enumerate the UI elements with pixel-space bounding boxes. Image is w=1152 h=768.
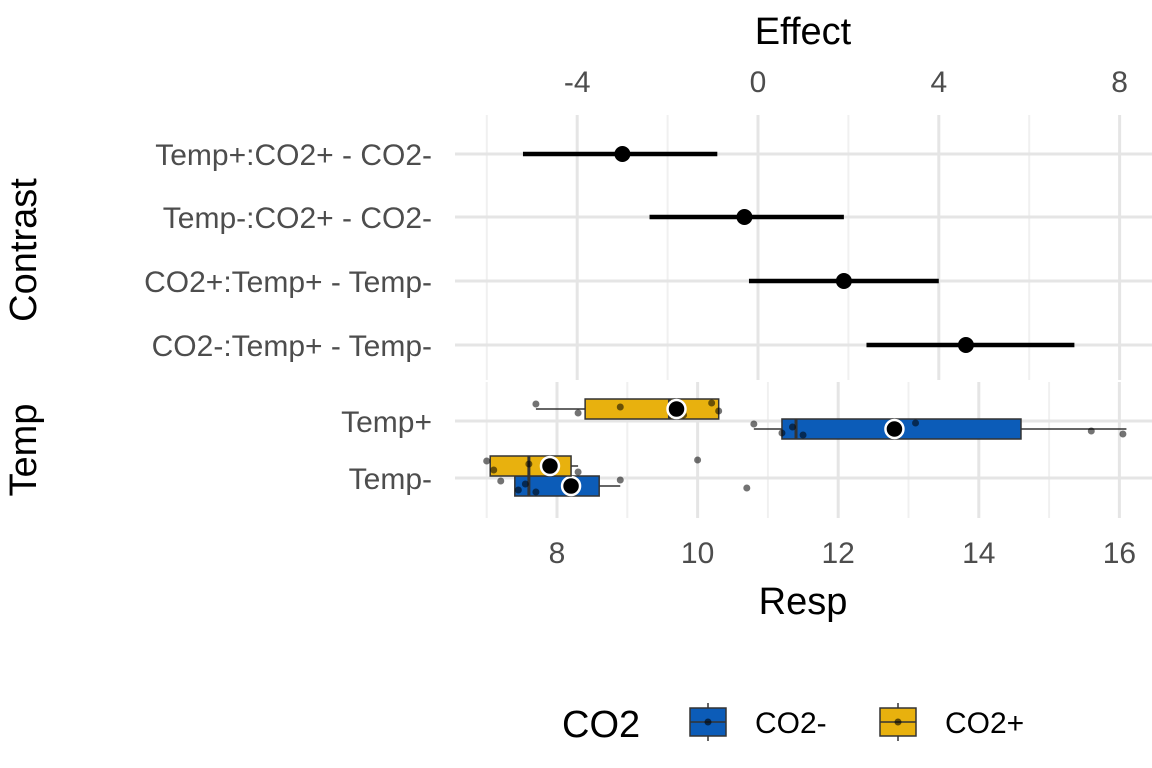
resp-tick-label: 14 xyxy=(962,537,995,570)
mean-point xyxy=(560,475,582,497)
data-point xyxy=(715,407,723,415)
data-point xyxy=(743,484,751,492)
data-point xyxy=(616,403,624,411)
effect-tick-label: 8 xyxy=(1111,66,1128,99)
resp-axis-title: Resp xyxy=(759,581,848,623)
data-point xyxy=(521,480,529,488)
data-point xyxy=(616,476,624,484)
effect-tick-label: 0 xyxy=(750,66,767,99)
legend-label-co2+: CO2+ xyxy=(945,707,1024,740)
box-co2+ xyxy=(584,398,720,420)
data-point xyxy=(1119,430,1127,438)
data-point xyxy=(514,486,522,494)
effect-tick-label: 4 xyxy=(930,66,947,99)
co2-legend: CO2 CO2- CO2+ xyxy=(562,703,1024,746)
data-point xyxy=(694,456,702,464)
data-point xyxy=(497,477,505,485)
temp-tick-label: Temp+ xyxy=(341,406,432,439)
resp-boxplot-panel: 8 10 12 14 16 Temp+ Temp- xyxy=(341,382,1152,570)
data-point xyxy=(912,419,920,427)
contrast-effect-panel: -4 0 4 8 Temp+:CO2+ - CO2- Temp-:CO2+ - CO2- C… xyxy=(144,66,1152,380)
data-point xyxy=(532,488,540,496)
data-point xyxy=(789,423,797,431)
contrast-tick-label: Temp+:CO2+ - CO2- xyxy=(155,139,432,172)
estimate-point xyxy=(736,209,753,225)
estimate-point xyxy=(614,146,631,162)
resp-tick-label: 12 xyxy=(822,537,855,570)
resp-tick-label: 8 xyxy=(549,537,566,570)
temp-tick-label: Temp- xyxy=(349,463,432,496)
data-point xyxy=(525,460,533,468)
data-point xyxy=(708,399,716,407)
legend-title: CO2 xyxy=(562,704,640,746)
estimate-point xyxy=(957,337,974,353)
contrast-tick-label: CO2+:Temp+ - Temp- xyxy=(144,266,432,299)
legend-label-co2-: CO2- xyxy=(755,707,827,740)
effect-tick-label: -4 xyxy=(564,66,591,99)
data-point xyxy=(490,466,498,474)
resp-tick-label: 10 xyxy=(681,537,714,570)
mean-point xyxy=(666,398,687,420)
estimate-point xyxy=(835,273,852,289)
legend-key-point xyxy=(894,718,902,726)
mean-point xyxy=(539,455,561,477)
contrast-axis-title: Contrast xyxy=(3,178,45,322)
contrast-tick-label: Temp-:CO2+ - CO2- xyxy=(163,202,432,235)
mean-point xyxy=(884,418,905,440)
effect-axis-title: Effect xyxy=(755,11,852,53)
temp-axis-title: Temp xyxy=(3,404,45,497)
data-point xyxy=(532,400,540,408)
resp-tick-label: 16 xyxy=(1103,537,1136,570)
contrast-tick-label: CO2-:Temp+ - Temp- xyxy=(152,330,432,363)
data-point xyxy=(574,468,582,476)
legend-key-point xyxy=(704,718,712,726)
data-point xyxy=(778,429,786,437)
data-point xyxy=(1087,427,1095,435)
data-point xyxy=(799,431,807,439)
data-point xyxy=(574,409,582,417)
data-point xyxy=(483,457,491,465)
data-point xyxy=(750,420,758,428)
